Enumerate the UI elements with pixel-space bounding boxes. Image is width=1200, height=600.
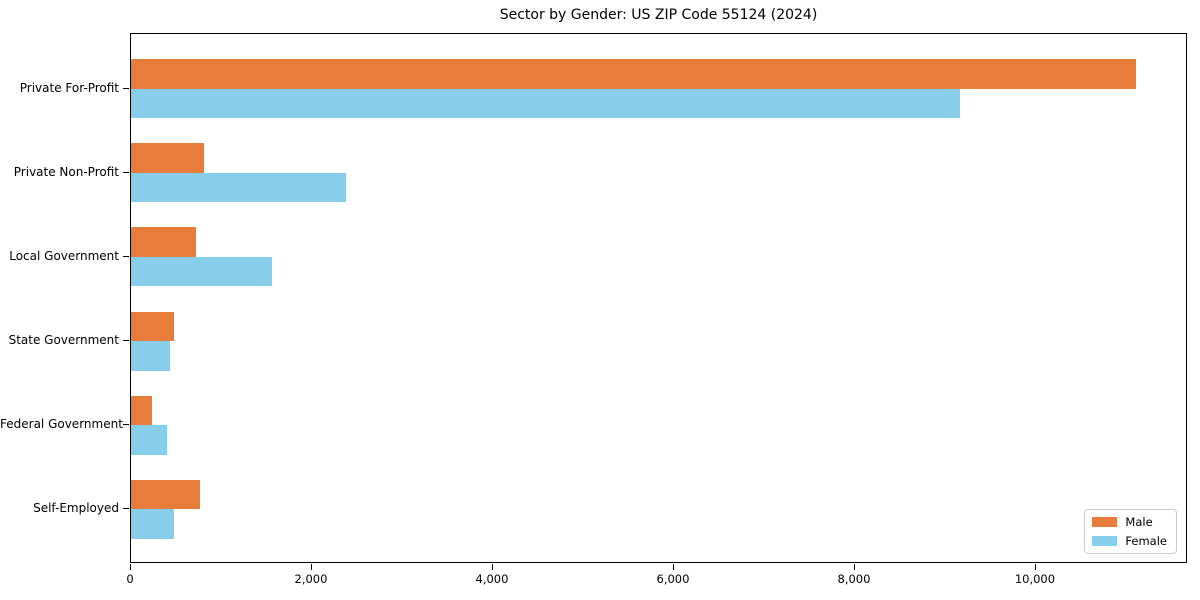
bar-female-4: [131, 341, 171, 371]
legend-label: Male: [1125, 515, 1153, 529]
y-tick-mark: [123, 424, 129, 426]
chart-title: Sector by Gender: US ZIP Code 55124 (202…: [499, 7, 818, 23]
bar-male-3: [131, 227, 197, 257]
bar-male-2: [131, 143, 205, 173]
x-tick-mark: [130, 564, 131, 570]
x-tick-mark: [491, 564, 493, 570]
category-label-3: Local Government: [9, 248, 119, 263]
x-tick-mark: [853, 564, 855, 570]
bar-female-3: [131, 256, 273, 287]
plot-area: Male Female: [130, 33, 1187, 563]
legend-entry-male: Male: [1092, 515, 1167, 529]
bar-male-1: [131, 59, 1136, 89]
category-label-4: State Government: [8, 333, 119, 348]
category-label-6: Self-Employed: [33, 501, 119, 516]
bar-male-6: [131, 479, 201, 510]
x-tick-label: 8,000: [837, 572, 871, 586]
x-tick-label: 6,000: [656, 572, 690, 586]
x-tick-mark: [672, 564, 674, 570]
category-label-5: Federal Government: [0, 417, 123, 432]
legend-swatch-female: [1092, 536, 1118, 546]
category-label-1: Private For-Profit: [19, 80, 119, 95]
legend: Male Female: [1084, 509, 1177, 554]
x-tick-mark: [310, 564, 312, 570]
x-tick-label: 4,000: [475, 572, 509, 586]
bar-female-2: [131, 172, 347, 203]
x-tick-label: 0: [126, 572, 134, 586]
bar-female-6: [131, 509, 175, 539]
y-tick-mark: [123, 340, 129, 342]
bar-female-1: [131, 88, 960, 119]
legend-label: Female: [1125, 534, 1167, 548]
x-tick-label: 10,000: [1014, 572, 1056, 586]
bar-male-5: [131, 395, 153, 426]
y-tick-mark: [123, 508, 129, 510]
y-tick-mark: [123, 255, 129, 257]
category-label-2: Private Non-Profit: [13, 164, 119, 179]
x-tick-mark: [1034, 564, 1036, 570]
y-tick-mark: [123, 171, 129, 173]
bar-male-4: [131, 311, 175, 342]
legend-entry-female: Female: [1092, 534, 1167, 548]
bar-female-5: [131, 425, 168, 455]
legend-swatch-male: [1092, 517, 1118, 527]
y-tick-mark: [123, 87, 129, 89]
x-tick-label: 2,000: [294, 572, 328, 586]
